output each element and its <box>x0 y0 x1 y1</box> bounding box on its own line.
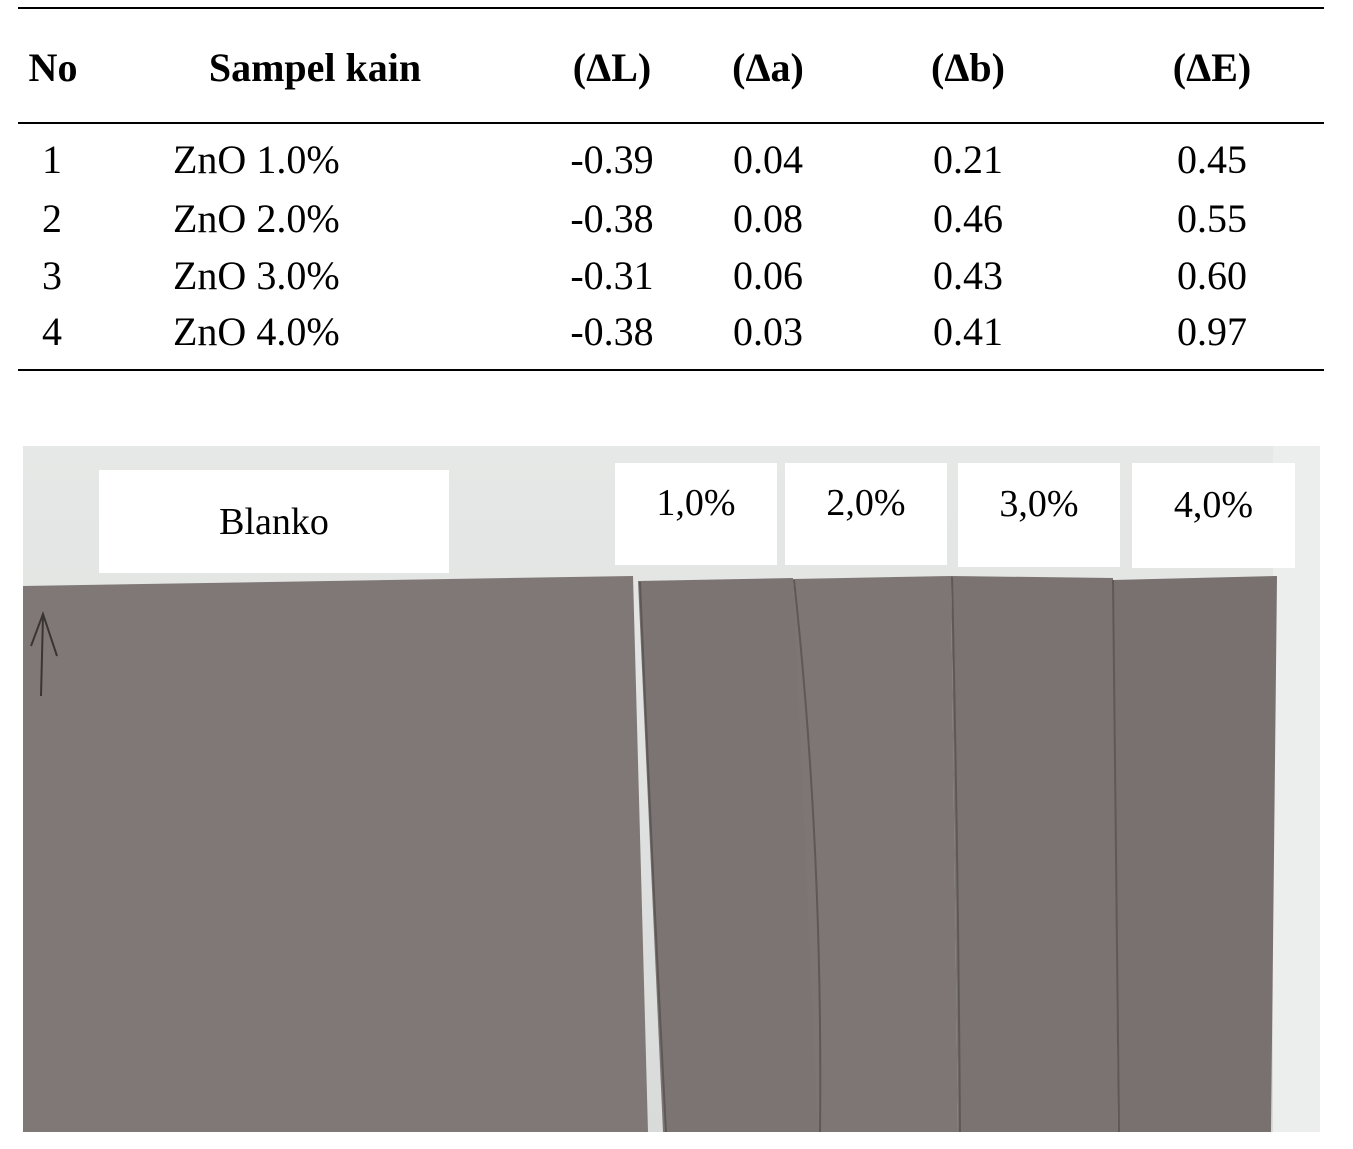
table-cell: ZnO 1.0% <box>173 137 340 182</box>
table-cell: 0.43 <box>933 253 1003 298</box>
table-header-rule <box>18 122 1324 124</box>
table-cell: 1 <box>42 137 62 182</box>
photo-label: 4,0% <box>1132 463 1295 568</box>
table-top-rule <box>18 7 1324 9</box>
table-cell: -0.31 <box>570 253 654 298</box>
photo-label: Blanko <box>99 470 449 573</box>
table-header-cell: (ΔL) <box>572 45 652 90</box>
table-cell: 0.55 <box>1177 196 1247 241</box>
table-cell: 0.06 <box>733 253 803 298</box>
photo-label: 3,0% <box>958 463 1120 567</box>
table-cell: 0.60 <box>1177 253 1247 298</box>
table-cell: 0.97 <box>1177 309 1247 354</box>
table-cell: 0.04 <box>733 137 803 182</box>
table-cell: ZnO 4.0% <box>173 309 340 354</box>
table-header-cell: Sampel kain <box>208 45 422 90</box>
table-cell: 2 <box>42 196 62 241</box>
photo-label: 1,0% <box>615 463 777 565</box>
table-cell: 4 <box>42 309 62 354</box>
table-cell: 0.03 <box>733 309 803 354</box>
table-cell: 0.08 <box>733 196 803 241</box>
table-cell: 0.45 <box>1177 137 1247 182</box>
table-cell: 3 <box>42 253 62 298</box>
table-cell: -0.38 <box>570 196 654 241</box>
table-header-cell: No <box>28 45 78 90</box>
table-header-cell: (ΔE) <box>1172 45 1252 90</box>
table-cell: 0.21 <box>933 137 1003 182</box>
photo-label: 2,0% <box>785 463 947 565</box>
table-header-cell: (Δb) <box>931 45 1005 90</box>
table-cell: ZnO 3.0% <box>173 253 340 298</box>
table-cell: -0.39 <box>570 137 654 182</box>
table-cell: 0.46 <box>933 196 1003 241</box>
table-cell: ZnO 2.0% <box>173 196 340 241</box>
table-cell: -0.38 <box>570 309 654 354</box>
table-bottom-rule <box>18 369 1324 371</box>
table-header-cell: (Δa) <box>732 45 804 90</box>
table-cell: 0.41 <box>933 309 1003 354</box>
